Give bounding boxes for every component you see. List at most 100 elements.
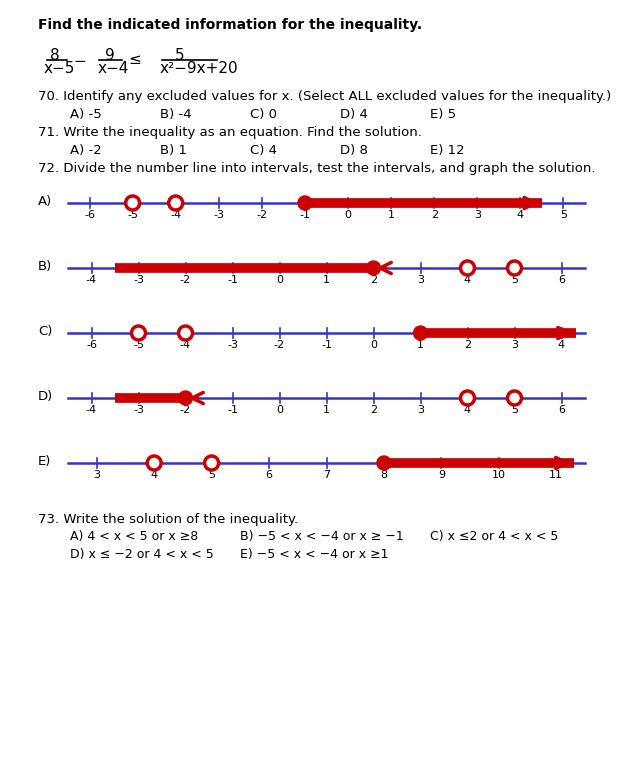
Text: A): A)	[38, 195, 52, 208]
Circle shape	[204, 456, 219, 470]
Text: -4: -4	[180, 340, 191, 350]
Text: 71. Write the inequality as an equation. Find the solution.: 71. Write the inequality as an equation.…	[38, 126, 422, 139]
Text: B) -4: B) -4	[160, 108, 192, 121]
Text: ≤: ≤	[128, 52, 140, 67]
Circle shape	[507, 261, 522, 275]
Text: Find the indicated information for the inequality.: Find the indicated information for the i…	[38, 18, 422, 32]
Text: 1: 1	[323, 405, 330, 415]
Circle shape	[377, 456, 391, 470]
Text: A) 4 < x < 5 or x ≥8: A) 4 < x < 5 or x ≥8	[70, 530, 198, 543]
Text: B) 1: B) 1	[160, 144, 187, 157]
Text: -6: -6	[86, 340, 97, 350]
Text: C) 4: C) 4	[250, 144, 277, 157]
Text: E) 5: E) 5	[430, 108, 456, 121]
Text: 6: 6	[266, 470, 273, 480]
Text: 73. Write the solution of the inequality.: 73. Write the solution of the inequality…	[38, 513, 298, 526]
Text: 5: 5	[511, 405, 518, 415]
Circle shape	[132, 326, 145, 340]
Text: -3: -3	[133, 405, 144, 415]
Text: 72. Divide the number line into intervals, test the intervals, and graph the sol: 72. Divide the number line into interval…	[38, 162, 596, 175]
Text: x−4: x−4	[98, 61, 129, 76]
Text: 5: 5	[511, 275, 518, 285]
Text: x²−9x+20: x²−9x+20	[160, 61, 239, 76]
Text: 7: 7	[323, 470, 330, 480]
Text: 4: 4	[464, 275, 471, 285]
Text: 4: 4	[558, 340, 565, 350]
Text: −: −	[73, 54, 86, 69]
Text: 8: 8	[50, 48, 60, 63]
Circle shape	[125, 196, 140, 210]
Text: 1: 1	[323, 275, 330, 285]
Text: D) 4: D) 4	[340, 108, 368, 121]
Text: -2: -2	[274, 340, 285, 350]
Circle shape	[460, 261, 475, 275]
Text: 4: 4	[517, 210, 524, 220]
Text: 4: 4	[464, 405, 471, 415]
Text: 2: 2	[370, 405, 377, 415]
Text: -3: -3	[227, 340, 238, 350]
Circle shape	[179, 326, 192, 340]
Text: 9: 9	[438, 470, 445, 480]
Text: -5: -5	[127, 210, 138, 220]
Text: 2: 2	[464, 340, 471, 350]
Text: -2: -2	[180, 275, 191, 285]
Circle shape	[507, 391, 522, 405]
Text: 3: 3	[511, 340, 518, 350]
Text: B) −5 < x < −4 or x ≥ −1: B) −5 < x < −4 or x ≥ −1	[240, 530, 404, 543]
Circle shape	[169, 196, 182, 210]
Text: 2: 2	[370, 275, 377, 285]
Text: -5: -5	[133, 340, 144, 350]
Text: 0: 0	[345, 210, 352, 220]
Text: 0: 0	[370, 340, 377, 350]
Text: E) −5 < x < −4 or x ≥1: E) −5 < x < −4 or x ≥1	[240, 548, 389, 561]
Circle shape	[460, 391, 475, 405]
Text: -4: -4	[86, 405, 97, 415]
Text: 8: 8	[381, 470, 387, 480]
Text: -4: -4	[170, 210, 181, 220]
Text: -4: -4	[86, 275, 97, 285]
Text: 0: 0	[276, 275, 283, 285]
Text: D): D)	[38, 390, 53, 403]
Text: A) -5: A) -5	[70, 108, 102, 121]
Text: -1: -1	[227, 275, 238, 285]
Text: 6: 6	[558, 405, 565, 415]
Text: 10: 10	[492, 470, 506, 480]
Text: 0: 0	[276, 405, 283, 415]
Text: 11: 11	[549, 470, 563, 480]
Text: -3: -3	[213, 210, 224, 220]
Text: 4: 4	[150, 470, 158, 480]
Text: 6: 6	[558, 275, 565, 285]
Text: 1: 1	[387, 210, 394, 220]
Text: -1: -1	[300, 210, 310, 220]
Text: C) x ≤2 or 4 < x < 5: C) x ≤2 or 4 < x < 5	[430, 530, 559, 543]
Text: -6: -6	[84, 210, 95, 220]
Text: 3: 3	[417, 275, 424, 285]
Text: 3: 3	[417, 405, 424, 415]
Text: E) 12: E) 12	[430, 144, 465, 157]
Text: x−5: x−5	[44, 61, 75, 76]
Circle shape	[179, 391, 192, 405]
Text: 5: 5	[560, 210, 567, 220]
Text: 1: 1	[417, 340, 424, 350]
Text: 3: 3	[474, 210, 481, 220]
Text: -3: -3	[133, 275, 144, 285]
Text: C) 0: C) 0	[250, 108, 277, 121]
Text: D) 8: D) 8	[340, 144, 368, 157]
Text: 9: 9	[105, 48, 115, 63]
Text: -2: -2	[256, 210, 268, 220]
Text: B): B)	[38, 260, 52, 273]
Text: -1: -1	[227, 405, 238, 415]
Circle shape	[367, 261, 381, 275]
Text: E): E)	[38, 455, 51, 468]
Text: C): C)	[38, 325, 53, 338]
Text: -2: -2	[180, 405, 191, 415]
Text: D) x ≤ −2 or 4 < x < 5: D) x ≤ −2 or 4 < x < 5	[70, 548, 214, 561]
Text: -1: -1	[321, 340, 332, 350]
Text: 3: 3	[93, 470, 100, 480]
Text: 70. Identify any excluded values for x. (Select ALL excluded values for the ineq: 70. Identify any excluded values for x. …	[38, 90, 611, 103]
Circle shape	[298, 196, 312, 210]
Text: 2: 2	[431, 210, 438, 220]
Text: 5: 5	[208, 470, 215, 480]
Circle shape	[413, 326, 428, 340]
Text: A) -2: A) -2	[70, 144, 102, 157]
